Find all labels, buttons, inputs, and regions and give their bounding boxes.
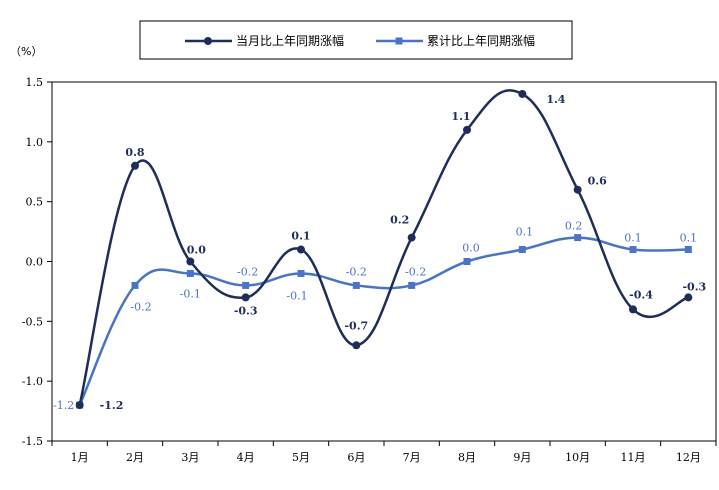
data-label-cumulative: -0.2: [405, 265, 426, 278]
y-tick-label: 1.5: [26, 76, 44, 89]
data-label-monthly: 1.4: [546, 93, 565, 106]
data-label-cumulative: -1.2: [53, 399, 74, 412]
data-label-monthly: 0.6: [588, 175, 607, 188]
data-point-cumulative: [463, 258, 471, 265]
data-label-cumulative: 0.1: [624, 232, 642, 245]
data-point-monthly: [241, 293, 250, 302]
x-tick-label: 2月: [126, 451, 144, 464]
data-label-cumulative: -0.2: [346, 265, 367, 278]
legend-label-monthly: 当月比上年同期涨幅: [236, 33, 344, 48]
x-tick-label: 1月: [71, 451, 89, 464]
plot-border: [51, 81, 717, 442]
x-tick-label: 5月: [292, 451, 310, 464]
data-label-cumulative: 0.0: [462, 242, 480, 255]
data-point-cumulative: [408, 281, 416, 289]
y-tick-label: 0.0: [26, 256, 44, 269]
data-label-cumulative: -0.2: [130, 300, 151, 313]
data-label-monthly: -0.3: [682, 280, 706, 293]
data-point-monthly: [352, 341, 361, 350]
x-tick-label: 7月: [403, 451, 421, 464]
data-point-cumulative: [242, 281, 250, 289]
x-tick-label: 9月: [513, 451, 531, 464]
data-point-cumulative: [574, 234, 582, 242]
data-point-cumulative: [684, 246, 692, 254]
data-label-monthly: 0.1: [291, 230, 310, 243]
y-tick-label: 1.0: [26, 136, 44, 149]
y-tick-label: -1.5: [22, 435, 43, 448]
data-point-cumulative: [297, 269, 305, 277]
x-tick-label: 4月: [237, 451, 255, 464]
legend-marker-cumulative: [395, 37, 403, 45]
series-line-cumulative: [78, 236, 689, 406]
x-tick-label: 11月: [621, 451, 646, 464]
data-point-monthly: [131, 161, 139, 170]
x-tick-label: 3月: [181, 451, 199, 464]
data-label-cumulative: 0.1: [680, 232, 698, 245]
data-point-monthly: [407, 233, 416, 242]
data-point-monthly: [463, 125, 471, 134]
data-label-monthly: -0.7: [344, 319, 368, 332]
data-point-monthly: [684, 293, 693, 302]
legend-label-cumulative: 累计比上年同期涨幅: [427, 33, 535, 48]
x-tick-label: 8月: [458, 451, 476, 464]
data-point-monthly: [297, 245, 305, 254]
y-tick-label: -0.5: [22, 315, 43, 328]
data-label-cumulative: 0.2: [565, 220, 583, 233]
series-line-monthly: [78, 89, 689, 406]
data-label-monthly: 0.0: [187, 244, 206, 257]
data-label-cumulative: -0.2: [237, 265, 258, 278]
data-label-monthly: 1.1: [451, 110, 470, 123]
data-point-monthly: [629, 305, 637, 314]
data-label-cumulative: 0.1: [516, 226, 534, 239]
x-tick-label: 10月: [565, 451, 590, 464]
data-label-monthly: -0.4: [629, 288, 653, 301]
data-point-monthly: [518, 89, 527, 98]
data-point-cumulative: [186, 269, 194, 277]
data-point-cumulative: [629, 246, 637, 254]
data-point-monthly: [75, 401, 84, 410]
data-label-monthly: -0.3: [234, 304, 258, 317]
data-label-monthly: -1.2: [100, 399, 124, 412]
plot-area: 1.5 1.0 0.5 0.0 -0.5 -1.0 -1.5 1月 2月 3月 4月 5月 6月 7月 8月…: [22, 76, 717, 464]
data-point-monthly: [186, 257, 195, 266]
legend-marker-monthly: [204, 37, 212, 45]
data-point-cumulative: [352, 281, 360, 289]
legend: 当月比上年同期涨幅 累计比上年同期涨幅: [139, 20, 573, 60]
data-label-monthly: 0.8: [125, 146, 144, 159]
y-tick-label: -1.0: [22, 375, 43, 388]
data-point-monthly: [573, 185, 582, 194]
data-point-cumulative: [131, 281, 139, 289]
x-tick-label: 6月: [347, 451, 365, 464]
y-tick-label: 0.5: [26, 196, 44, 209]
y-unit-label: （%）: [10, 45, 42, 58]
data-label-cumulative: -0.1: [286, 289, 307, 302]
data-point-cumulative: [518, 246, 526, 254]
x-tick-label: 12月: [676, 451, 701, 464]
data-label-monthly: 0.2: [390, 214, 409, 227]
data-label-cumulative: -0.1: [180, 287, 201, 300]
